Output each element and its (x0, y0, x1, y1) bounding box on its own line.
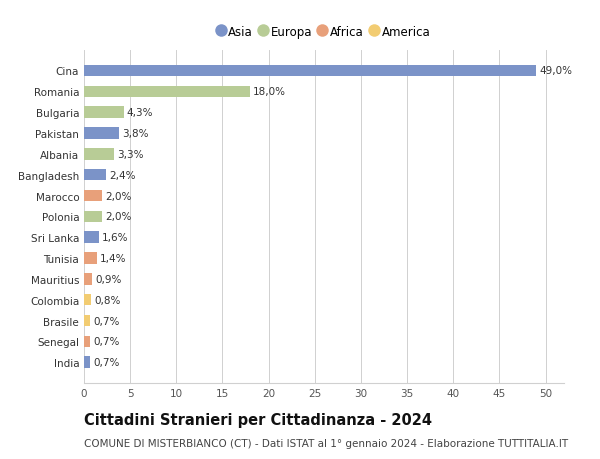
Text: 3,8%: 3,8% (122, 129, 148, 139)
Text: 4,3%: 4,3% (127, 108, 153, 118)
Bar (84, 357, 91, 368)
Text: 1,6%: 1,6% (101, 233, 128, 243)
Text: 0,7%: 0,7% (93, 336, 119, 347)
Text: 0,7%: 0,7% (93, 316, 119, 326)
Bar (84, 86, 250, 98)
Bar (84, 190, 103, 202)
Bar (84, 211, 103, 223)
Text: 3,3%: 3,3% (117, 150, 144, 159)
Text: 0,7%: 0,7% (93, 358, 119, 367)
Text: 2,0%: 2,0% (105, 212, 131, 222)
Bar (84, 336, 91, 347)
Bar (84, 232, 99, 243)
Bar (84, 294, 91, 306)
Text: 2,0%: 2,0% (105, 191, 131, 201)
Text: 0,9%: 0,9% (95, 274, 121, 284)
Bar (84, 274, 92, 285)
Text: 1,4%: 1,4% (100, 253, 126, 263)
Bar (84, 149, 115, 160)
Bar (84, 169, 106, 181)
Text: 18,0%: 18,0% (253, 87, 286, 97)
Text: Cittadini Stranieri per Cittadinanza - 2024: Cittadini Stranieri per Cittadinanza - 2… (84, 413, 432, 428)
Bar (84, 315, 91, 326)
Text: 2,4%: 2,4% (109, 170, 136, 180)
Bar (84, 253, 97, 264)
Bar (84, 128, 119, 140)
Bar (84, 66, 536, 77)
Bar (84, 107, 124, 118)
Legend: Asia, Europa, Africa, America: Asia, Europa, Africa, America (215, 23, 433, 41)
Text: 0,8%: 0,8% (94, 295, 121, 305)
Text: 49,0%: 49,0% (539, 67, 572, 76)
Text: COMUNE DI MISTERBIANCO (CT) - Dati ISTAT al 1° gennaio 2024 - Elaborazione TUTTI: COMUNE DI MISTERBIANCO (CT) - Dati ISTAT… (84, 438, 568, 448)
